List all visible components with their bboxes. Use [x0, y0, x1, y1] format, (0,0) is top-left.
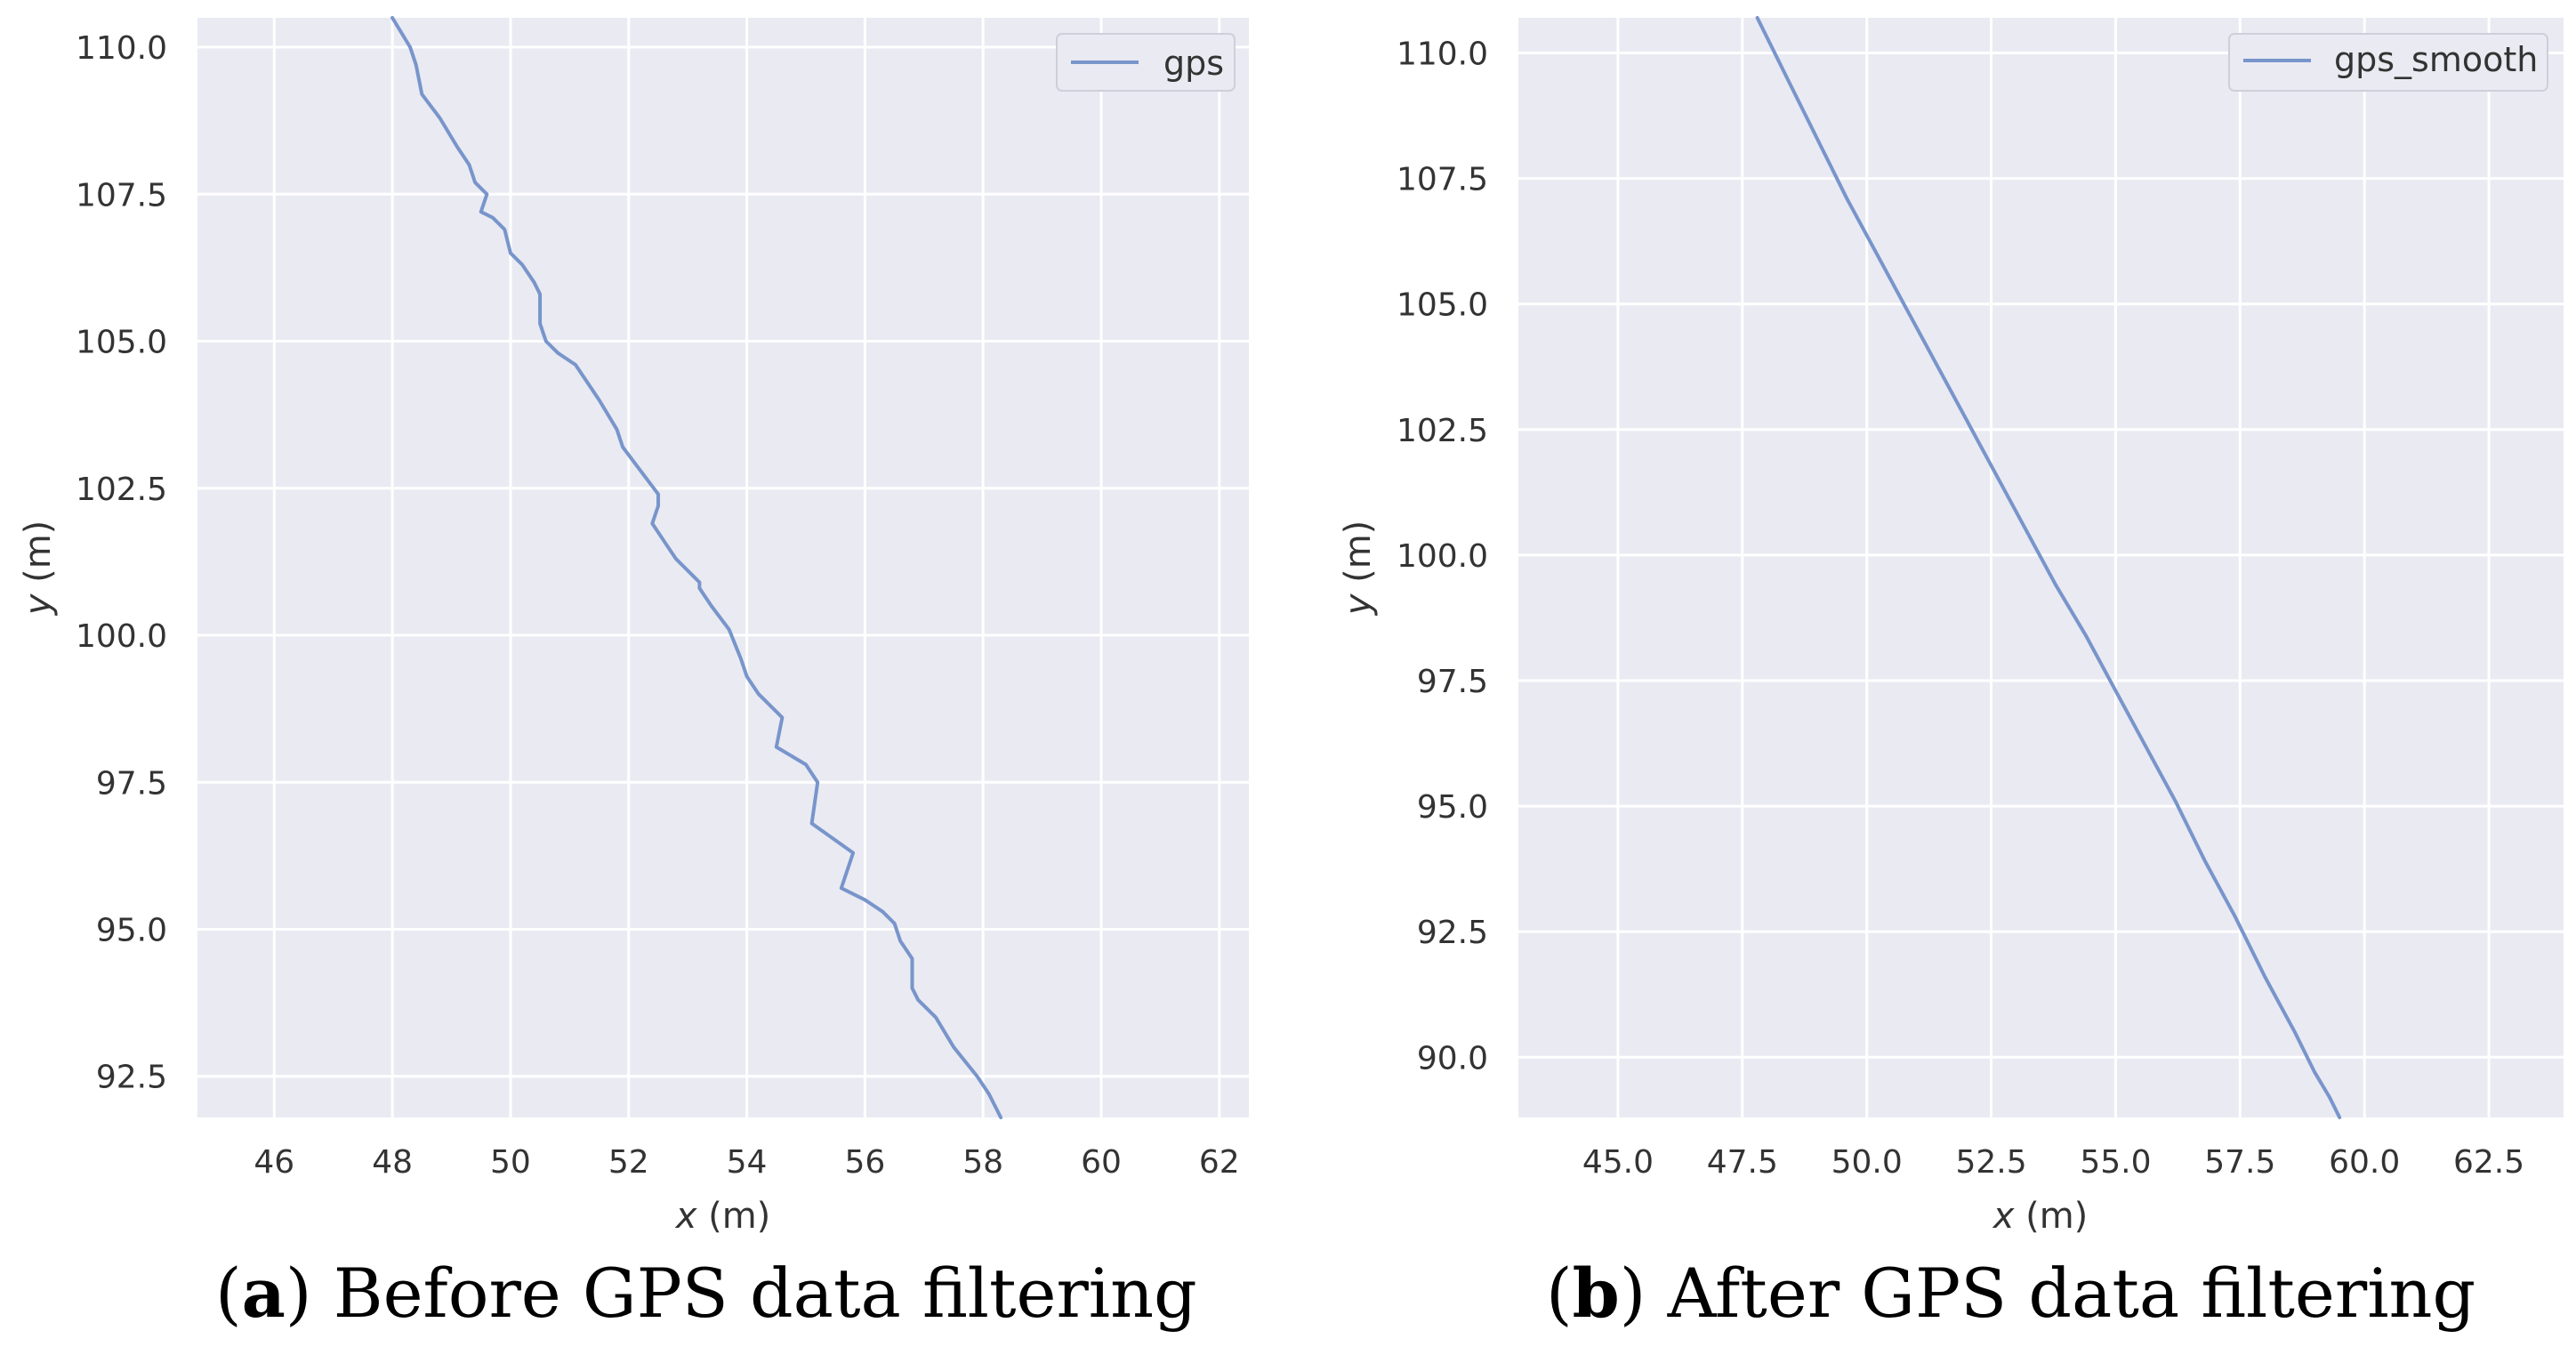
panel-a-y-axis-label: y (m) [18, 520, 59, 617]
panel-b-x-tick-label: 62.5 [2453, 1144, 2524, 1181]
panel-b-x-tick-label: 52.5 [1955, 1144, 2026, 1181]
panel-a-legend-label: gps [1163, 44, 1224, 83]
panel-a-legend-box [1056, 33, 1236, 92]
panel-a-grid [197, 18, 1249, 1117]
panel-a-y-ticks: 92.5 95.0 97.5 100.0 102.5 105.0 107.5 110.0 [76, 30, 167, 1096]
panel-b-x-ticks: 45.0 47.5 50.0 52.5 55.0 57.5 60.0 62.5 [1582, 1144, 2524, 1181]
panel-a-y-tick-label: 97.5 [96, 765, 167, 802]
panel-a-y-tick-label: 102.5 [76, 472, 167, 508]
panel-a-x-tick-label: 56 [844, 1144, 885, 1181]
panel-b-y-tick-label: 95.0 [1417, 789, 1488, 826]
panel-b-y-axis-label: y (m) [1338, 520, 1379, 617]
panel-b-x-axis-label: x (m) [1992, 1196, 2089, 1237]
panel-a-series-line-gps [390, 16, 1003, 1119]
panel-b-legend: gps_smooth [2228, 33, 2548, 92]
panel-a-x-tick-label: 62 [1199, 1144, 1240, 1181]
panel-a-y-tick-label: 105.0 [76, 325, 167, 361]
panel-a-x-tick-label: 60 [1081, 1144, 1122, 1181]
panel-b-y-ticks: 90.0 92.5 95.0 97.5 100.0 102.5 105.0 107.5 110.… [1397, 36, 1488, 1077]
panel-a-x-tick-label: 52 [608, 1144, 649, 1181]
panel-a-x-axis-label: x (m) [674, 1196, 771, 1237]
panel-b-series-line-gps_smooth [1755, 16, 2342, 1119]
panel-a-caption: (a) Before GPS data filtering [215, 1254, 1197, 1333]
panel-a-chart: 46 48 50 52 54 56 58 60 62 92.5 95.0 97.5 100.0 102.… [18, 16, 1249, 1333]
panel-b-y-tick-label: 100.0 [1397, 538, 1488, 575]
panel-a-y-tick-label: 107.5 [76, 177, 167, 214]
panel-b-legend-label: gps_smooth [2334, 40, 2538, 79]
panel-b-x-tick-label: 45.0 [1582, 1144, 1654, 1181]
panel-a-y-tick-label: 92.5 [96, 1060, 167, 1096]
panel-b-x-tick-label: 47.5 [1707, 1144, 1778, 1181]
panel-a-y-tick-label: 95.0 [96, 912, 167, 948]
panel-b-plot-area [1518, 18, 2564, 1117]
panel-b-y-tick-label: 92.5 [1417, 915, 1488, 951]
panel-b-y-tick-label: 110.0 [1397, 36, 1488, 73]
panel-b-x-tick-label: 60.0 [2329, 1144, 2400, 1181]
panel-a-x-tick-label: 46 [254, 1144, 294, 1181]
panel-b-x-tick-label: 50.0 [1831, 1144, 1903, 1181]
panel-b-x-tick-label: 57.5 [2204, 1144, 2275, 1181]
panel-a-y-tick-label: 100.0 [76, 618, 167, 655]
panel-a-series [390, 16, 1003, 1119]
panel-b-y-tick-label: 105.0 [1397, 287, 1488, 324]
panel-a-x-tick-label: 54 [727, 1144, 768, 1181]
panel-b-y-tick-label: 107.5 [1397, 162, 1488, 198]
panel-a-y-tick-label: 110.0 [76, 30, 167, 67]
panel-a-x-tick-label: 50 [490, 1144, 531, 1181]
panel-b-y-tick-label: 102.5 [1397, 413, 1488, 449]
panel-a-legend: gps [1056, 33, 1236, 92]
panel-a-plot-area [197, 18, 1249, 1117]
panel-a-x-tick-label: 48 [372, 1144, 413, 1181]
panel-b-caption: (b) After GPS data filtering [1546, 1254, 2475, 1333]
panel-a-x-ticks: 46 48 50 52 54 56 58 60 62 [254, 1144, 1239, 1181]
panel-a-x-tick-label: 58 [962, 1144, 1003, 1181]
panel-b-y-tick-label: 97.5 [1417, 664, 1488, 700]
panel-b-x-tick-label: 55.0 [2080, 1144, 2151, 1181]
panel-b-series [1755, 16, 2342, 1119]
panel-b-chart: 45.0 47.5 50.0 52.5 55.0 57.5 60.0 62.5 90.0 92.… [1338, 16, 2564, 1333]
panel-b-y-tick-label: 90.0 [1417, 1040, 1488, 1077]
panel-b-legend-box [2228, 33, 2548, 92]
